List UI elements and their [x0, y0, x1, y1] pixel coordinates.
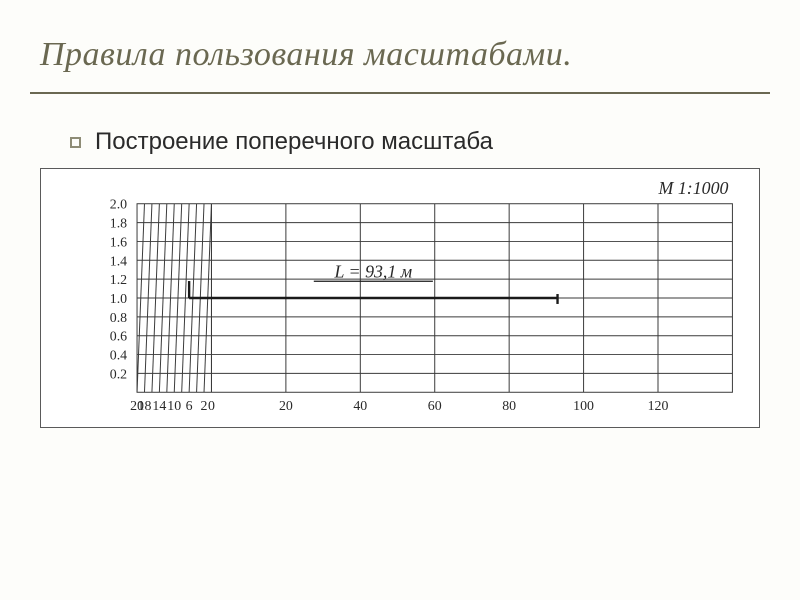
y-label: 1.0: [110, 292, 127, 307]
y-label: 2.0: [110, 198, 127, 213]
x-label-main: 100: [573, 399, 594, 414]
x-label-main: 0: [208, 399, 215, 414]
scale-svg: 2.01.81.61.41.21.00.80.60.40.22018141062…: [41, 169, 759, 427]
x-label-left: 14: [152, 399, 166, 414]
slide-title: Правила пользования масштабами.: [40, 36, 572, 74]
x-label-main: 60: [428, 399, 442, 414]
scale-figure: 2.01.81.61.41.21.00.80.60.40.22018141062…: [40, 168, 760, 428]
scale-label: М 1:1000: [658, 178, 729, 198]
x-label-main: 20: [279, 399, 293, 414]
title-underline: [30, 92, 770, 94]
bullet-item: Построение поперечного масштаба: [70, 128, 493, 156]
x-label-left: 6: [186, 399, 193, 414]
bullet-icon: [70, 137, 81, 148]
slide: Правила пользования масштабами. Построен…: [0, 0, 800, 600]
x-label-left: 2: [201, 399, 208, 414]
annotation-text: L = 93,1 м: [333, 261, 412, 281]
y-label: 1.6: [110, 235, 127, 250]
y-label: 0.6: [110, 330, 127, 345]
y-label: 1.8: [110, 217, 127, 232]
y-label: 0.8: [110, 311, 127, 326]
bullet-text: Построение поперечного масштаба: [95, 128, 493, 156]
y-label: 1.2: [110, 273, 127, 288]
x-label-left: 10: [167, 399, 181, 414]
x-label-left: 18: [138, 399, 152, 414]
y-label: 0.4: [110, 349, 127, 364]
x-label-main: 40: [353, 399, 367, 414]
x-label-main: 120: [648, 399, 669, 414]
y-label: 0.2: [110, 367, 127, 382]
x-label-main: 80: [502, 399, 516, 414]
y-label: 1.4: [110, 254, 127, 269]
